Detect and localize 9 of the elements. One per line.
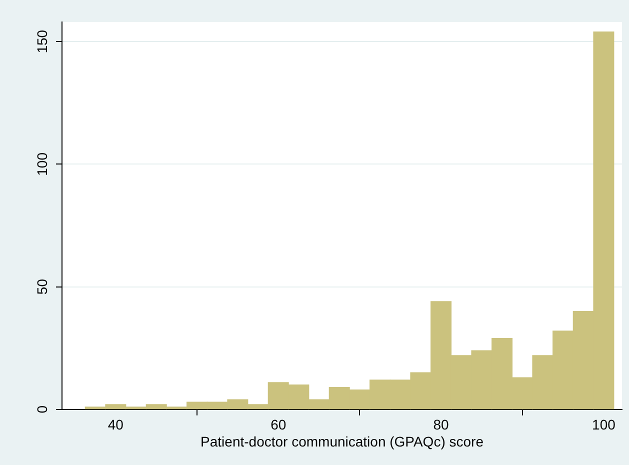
y-tick-label: 100 <box>34 152 50 176</box>
x-tick-label: 60 <box>270 416 286 433</box>
x-axis-title: Patient-doctor communication (GPAQc) score <box>200 433 484 450</box>
y-tick-label: 0 <box>34 405 50 414</box>
y-tick-label: 50 <box>34 278 50 295</box>
x-tick-label: 100 <box>592 416 616 433</box>
x-tick-label: 40 <box>108 416 124 433</box>
y-tick-label: 150 <box>34 30 50 54</box>
x-tick-label: 80 <box>433 416 450 433</box>
